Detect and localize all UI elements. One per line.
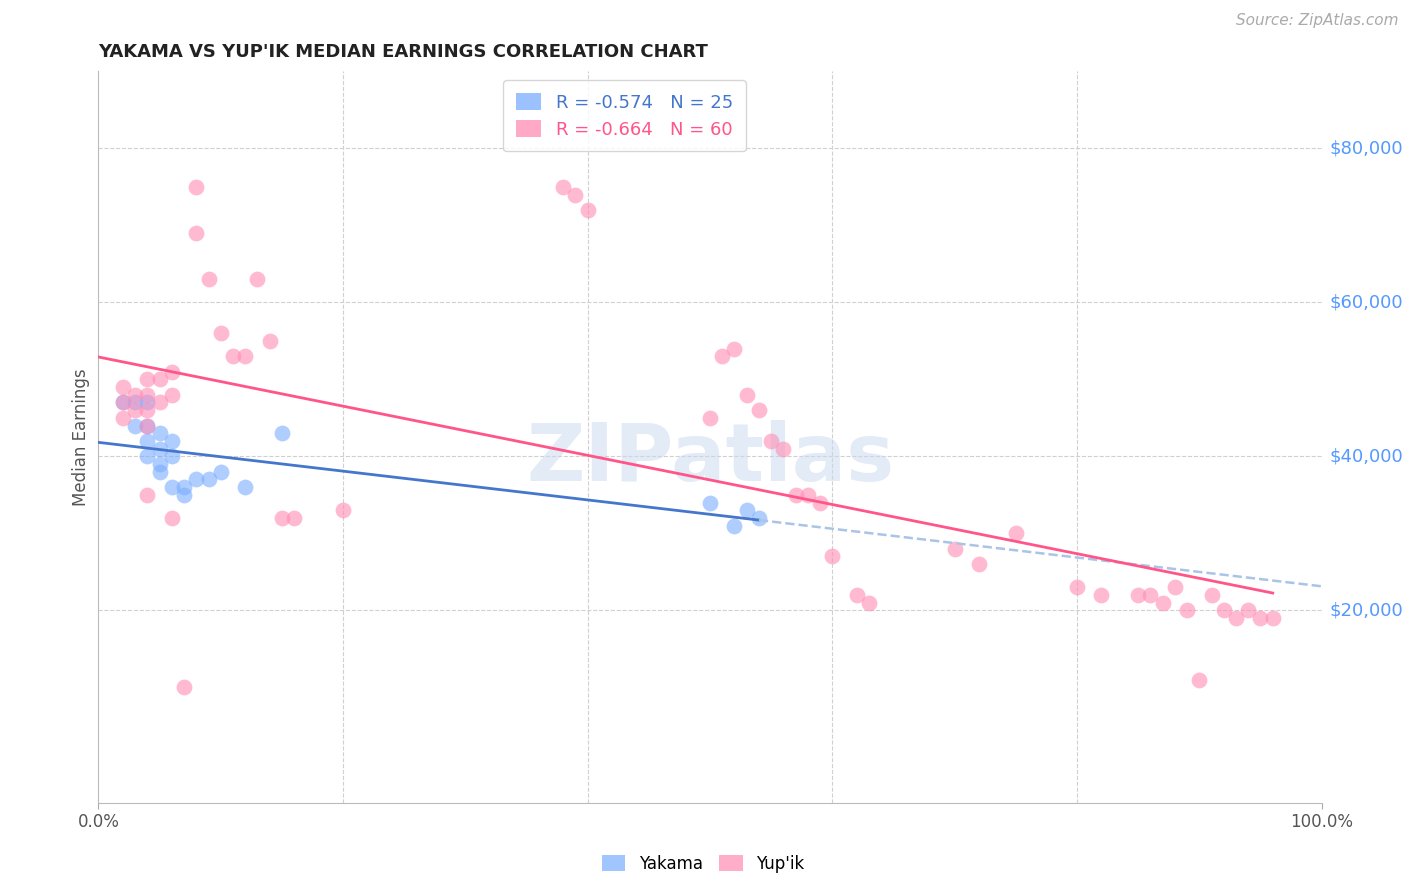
Point xyxy=(186,472,208,486)
Point xyxy=(553,179,575,194)
Point xyxy=(735,503,758,517)
Point xyxy=(124,418,146,433)
Point xyxy=(124,403,146,417)
Point xyxy=(1164,580,1187,594)
Point xyxy=(858,596,880,610)
Point xyxy=(845,588,868,602)
Point xyxy=(821,549,844,564)
Point xyxy=(186,179,208,194)
Point xyxy=(711,349,734,363)
Point xyxy=(735,388,758,402)
Point xyxy=(111,395,134,409)
Point xyxy=(160,365,183,379)
Point xyxy=(160,434,183,448)
Point xyxy=(1188,673,1211,687)
Legend: R = -0.574   N = 25, R = -0.664   N = 60: R = -0.574 N = 25, R = -0.664 N = 60 xyxy=(503,80,745,152)
Point xyxy=(186,226,208,240)
Point xyxy=(136,403,159,417)
Point xyxy=(136,434,159,448)
Point xyxy=(173,480,195,494)
Point xyxy=(136,450,159,464)
Point xyxy=(136,418,159,433)
Point xyxy=(1066,580,1088,594)
Point xyxy=(967,557,990,571)
Point xyxy=(1201,588,1223,602)
Point xyxy=(160,450,183,464)
Point xyxy=(160,480,183,494)
Point xyxy=(761,434,783,448)
Point xyxy=(723,342,745,356)
Point xyxy=(1139,588,1161,602)
Point xyxy=(1090,588,1112,602)
Point xyxy=(332,503,354,517)
Point xyxy=(149,442,172,456)
Point xyxy=(1128,588,1150,602)
Point xyxy=(1004,526,1026,541)
Point xyxy=(748,511,770,525)
Point xyxy=(111,395,134,409)
Text: YAKAMA VS YUP'IK MEDIAN EARNINGS CORRELATION CHART: YAKAMA VS YUP'IK MEDIAN EARNINGS CORRELA… xyxy=(98,44,709,62)
Text: $60,000: $60,000 xyxy=(1330,293,1403,311)
Point xyxy=(246,272,269,286)
Point xyxy=(699,495,721,509)
Point xyxy=(136,488,159,502)
Point xyxy=(576,202,599,217)
Point xyxy=(209,465,232,479)
Point xyxy=(197,472,219,486)
Point xyxy=(124,395,146,409)
Point xyxy=(1249,611,1271,625)
Point xyxy=(1212,603,1234,617)
Point xyxy=(222,349,245,363)
Point xyxy=(149,465,172,479)
Point xyxy=(233,349,256,363)
Point xyxy=(785,488,807,502)
Point xyxy=(149,457,172,471)
Point xyxy=(797,488,820,502)
Point xyxy=(149,372,172,386)
Point xyxy=(723,518,745,533)
Point xyxy=(197,272,219,286)
Point xyxy=(149,395,172,409)
Point xyxy=(136,418,159,433)
Point xyxy=(160,511,183,525)
Point xyxy=(173,681,195,695)
Point xyxy=(270,426,294,441)
Point xyxy=(283,511,305,525)
Point xyxy=(564,187,586,202)
Point xyxy=(1237,603,1260,617)
Point xyxy=(136,388,159,402)
Point xyxy=(173,488,195,502)
Point xyxy=(808,495,831,509)
Point xyxy=(1152,596,1174,610)
Point xyxy=(209,326,232,340)
Point xyxy=(1225,611,1247,625)
Point xyxy=(136,395,159,409)
Point xyxy=(699,410,721,425)
Point xyxy=(149,426,172,441)
Point xyxy=(943,541,966,556)
Point xyxy=(1175,603,1198,617)
Point xyxy=(111,380,134,394)
Text: Source: ZipAtlas.com: Source: ZipAtlas.com xyxy=(1236,13,1399,29)
Legend: Yakama, Yup'ik: Yakama, Yup'ik xyxy=(595,848,811,880)
Point xyxy=(160,388,183,402)
Point xyxy=(748,403,770,417)
Point xyxy=(270,511,294,525)
Text: $80,000: $80,000 xyxy=(1330,139,1403,157)
Point xyxy=(772,442,794,456)
Text: $40,000: $40,000 xyxy=(1330,447,1403,466)
Y-axis label: Median Earnings: Median Earnings xyxy=(72,368,90,506)
Point xyxy=(111,410,134,425)
Point xyxy=(1261,611,1284,625)
Point xyxy=(136,372,159,386)
Point xyxy=(233,480,256,494)
Point xyxy=(259,334,281,348)
Point xyxy=(124,388,146,402)
Text: $20,000: $20,000 xyxy=(1330,601,1403,619)
Text: ZIPatlas: ZIPatlas xyxy=(526,420,894,498)
